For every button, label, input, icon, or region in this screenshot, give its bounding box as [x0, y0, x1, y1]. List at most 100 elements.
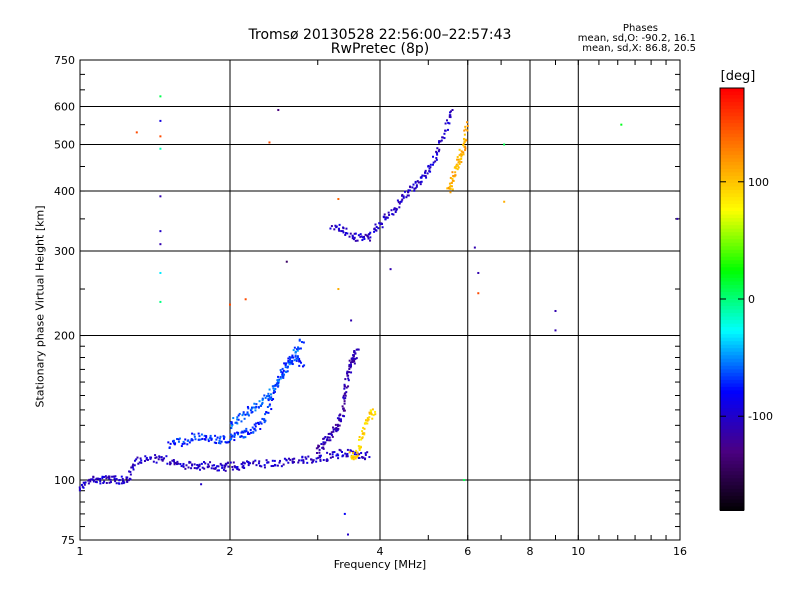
- trace-point: [231, 434, 234, 437]
- trace-point: [299, 347, 302, 350]
- trace-point: [283, 373, 286, 376]
- trace-point: [335, 426, 338, 429]
- trace-point: [457, 166, 460, 169]
- trace-point: [240, 431, 243, 434]
- trace-point: [227, 440, 230, 443]
- trace-point: [252, 460, 255, 463]
- trace-point: [169, 463, 172, 466]
- trace-point: [392, 213, 395, 216]
- trace-point: [221, 464, 224, 467]
- trace-point: [350, 456, 353, 459]
- trace-point: [317, 456, 320, 459]
- trace-point: [348, 451, 351, 454]
- colorbar-segment: [720, 506, 744, 511]
- trace-point: [407, 194, 410, 197]
- trace-point: [285, 371, 288, 374]
- colorbar-segment: [720, 246, 744, 251]
- trace-point: [173, 463, 176, 466]
- trace-point: [458, 162, 461, 165]
- colorbar-segment: [720, 436, 744, 441]
- trace-point: [345, 391, 348, 394]
- trace-point: [343, 415, 346, 418]
- colorbar-segment: [720, 457, 744, 462]
- trace-point: [204, 462, 207, 465]
- colorbar-segment: [720, 415, 744, 420]
- trace-point: [357, 438, 360, 441]
- trace-point: [346, 232, 349, 235]
- trace-point: [367, 233, 370, 236]
- trace-point: [369, 231, 372, 234]
- trace-point: [454, 166, 457, 169]
- trace-point: [458, 158, 461, 161]
- trace-point: [409, 186, 412, 189]
- trace-point: [227, 465, 230, 468]
- colorbar-segment: [720, 495, 744, 501]
- trace-point: [338, 223, 341, 226]
- trace-point: [249, 462, 252, 465]
- trace-point: [346, 370, 349, 373]
- trace-point: [230, 427, 233, 430]
- trace-point: [140, 459, 143, 462]
- trace-point: [322, 447, 325, 450]
- colorbar-segment: [720, 260, 744, 265]
- trace-point: [187, 466, 190, 469]
- trace-point: [145, 458, 148, 461]
- scatter-point: [200, 483, 203, 486]
- trace-point: [242, 431, 245, 434]
- trace-point: [405, 196, 408, 199]
- trace-point: [363, 427, 366, 430]
- trace-point: [260, 422, 263, 425]
- colorbar-segment: [720, 327, 744, 332]
- trace-point: [283, 457, 286, 460]
- trace-point: [253, 423, 256, 426]
- trace-point: [104, 475, 107, 478]
- colorbar-segment: [720, 320, 744, 325]
- trace-point: [279, 459, 282, 462]
- trace-point: [450, 185, 453, 188]
- trace-point: [103, 480, 106, 483]
- trace-point: [89, 478, 92, 481]
- y-tick-label: 75: [61, 534, 75, 547]
- trace-point: [351, 357, 354, 360]
- trace-point: [328, 436, 331, 439]
- trace-point: [448, 185, 451, 188]
- trace-point: [295, 359, 298, 362]
- trace-point: [368, 456, 371, 459]
- colorbar-segment: [720, 443, 744, 448]
- trace-point: [369, 239, 372, 242]
- trace-point: [242, 464, 245, 467]
- trace-point: [190, 438, 193, 441]
- trace-point: [464, 149, 467, 152]
- trace-point: [165, 455, 168, 458]
- trace-point: [447, 121, 450, 124]
- trace-point: [146, 458, 149, 461]
- trace-point: [431, 163, 434, 166]
- trace-point: [344, 378, 347, 381]
- trace-point: [315, 452, 318, 455]
- colorbar-segment: [720, 179, 744, 184]
- colorbar-title: [deg]: [720, 69, 756, 84]
- trace-point: [270, 465, 273, 468]
- colorbar-segment: [720, 418, 744, 424]
- trace-point: [347, 379, 350, 382]
- trace-point: [254, 406, 257, 409]
- trace-point: [368, 411, 371, 414]
- trace-point: [291, 460, 294, 463]
- trace-point: [265, 411, 268, 414]
- trace-point: [458, 160, 461, 163]
- trace-point: [424, 171, 427, 174]
- trace-point: [259, 421, 262, 424]
- trace-point: [92, 480, 95, 483]
- trace-point: [264, 396, 267, 399]
- trace-point: [322, 443, 325, 446]
- trace-point: [254, 459, 257, 462]
- trace-point: [105, 481, 108, 484]
- colorbar-segment: [720, 88, 744, 93]
- y-tick-label: 600: [54, 101, 75, 114]
- scatter-point: [159, 95, 162, 98]
- scatter-point: [244, 298, 247, 301]
- trace-point: [217, 465, 220, 468]
- trace-point: [238, 412, 241, 415]
- trace-point: [160, 458, 163, 461]
- trace-point: [281, 373, 284, 376]
